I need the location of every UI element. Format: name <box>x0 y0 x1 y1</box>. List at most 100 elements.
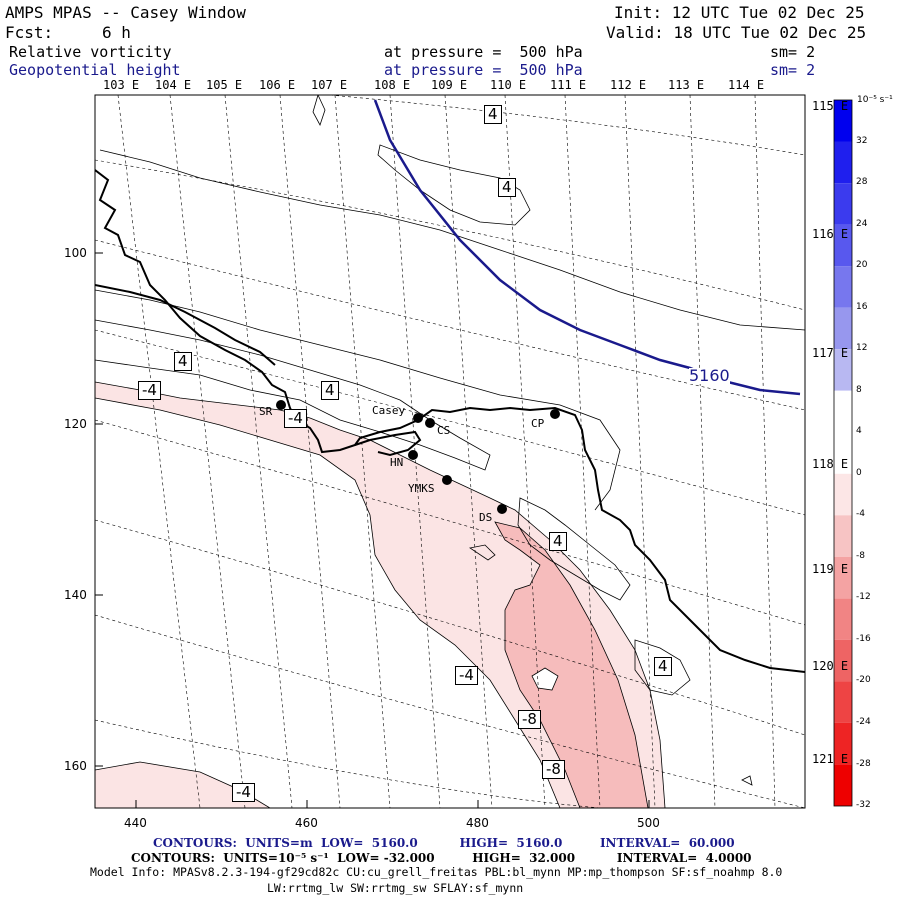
colorbar-swatch <box>834 141 852 183</box>
map-title: AMPS MPAS -- Casey Window <box>5 3 246 22</box>
station-label-cp: CP <box>531 417 545 430</box>
field1-name: Relative vorticity <box>9 43 172 61</box>
colorbar-label: -12 <box>856 592 871 603</box>
valid-time: Valid: 18 UTC Tue 02 Dec 25 <box>606 23 867 42</box>
vorticity-contours <box>95 95 805 786</box>
colorbar-label: 0 <box>856 467 862 478</box>
colorbar-swatch <box>834 307 852 350</box>
colorbar-swatch <box>834 764 852 806</box>
field2-name: Geopotential height <box>9 61 181 79</box>
height-label-5160: 5160 <box>689 366 730 385</box>
colorbar-swatch <box>834 556 852 599</box>
station-label-casey: Casey <box>372 404 406 417</box>
station-dot-ds <box>497 504 507 514</box>
top-lon-label: 108 E <box>374 78 411 92</box>
colorbar-swatch <box>834 598 852 640</box>
station-label-sr: SR <box>259 405 273 418</box>
top-lon-label: 105 E <box>206 78 243 92</box>
vorticity-contour-label: -8 <box>542 760 565 779</box>
colorbar-label: -16 <box>856 633 871 644</box>
colorbar-swatch <box>834 681 852 723</box>
station-label-ymks: YMKS <box>408 482 435 495</box>
top-lon-label: 112 E <box>610 78 647 92</box>
station-dot-cp <box>550 409 560 419</box>
colorbar-label: 16 <box>856 301 868 312</box>
x-tick-label: 500 <box>637 816 660 830</box>
init-time: Init: 12 UTC Tue 02 Dec 25 <box>614 3 865 22</box>
colorbar-label: 32 <box>856 135 868 146</box>
forecast-label: Fcst: <box>5 23 54 42</box>
field1-sm: sm= 2 <box>770 43 816 61</box>
top-lon-label: 103 E <box>103 78 140 92</box>
colorbar <box>833 99 853 807</box>
latitude-gridlines <box>95 95 805 808</box>
top-lon-label: 111 E <box>550 78 587 92</box>
station-dot-hn <box>408 450 418 460</box>
map-frame <box>94 94 806 809</box>
top-lon-label: 107 E <box>311 78 348 92</box>
footer-physics: LW:rrtmg_lw SW:rrtmg_sw SFLAY:sf_mynn <box>267 881 524 895</box>
vorticity-contour-label: -4 <box>138 381 161 400</box>
right-lon-label: 119 E <box>812 562 849 576</box>
top-lon-label: 106 E <box>259 78 296 92</box>
right-lon-label: 118 E <box>812 457 849 471</box>
footer-vorticity-contours: CONTOURS: UNITS=10⁻⁵ s⁻¹ LOW= -32.000 HI… <box>131 851 752 865</box>
longitude-gridlines <box>117 95 776 808</box>
top-lon-label: 109 E <box>431 78 468 92</box>
top-lon-label: 104 E <box>155 78 192 92</box>
station-label-hn: HN <box>390 456 404 469</box>
colorbar-label: -20 <box>856 675 871 686</box>
vorticity-contour-label: -8 <box>518 710 541 729</box>
colorbar-swatch <box>834 266 852 308</box>
vorticity-contour-label: 4 <box>174 352 192 371</box>
colorbar-swatch <box>834 722 852 765</box>
y-tick-label: 120 <box>64 417 87 431</box>
right-lon-label: 120 E <box>812 659 849 673</box>
colorbar-label: 20 <box>856 260 868 271</box>
vorticity-fill-negative-4 <box>95 381 666 808</box>
vorticity-contour-label: 4 <box>321 381 339 400</box>
y-tick-label: 100 <box>64 246 87 260</box>
station-dot-ymks <box>442 475 452 485</box>
colorbar-swatch <box>834 100 852 142</box>
x-tick-label: 480 <box>466 816 489 830</box>
x-tick-label: 440 <box>124 816 147 830</box>
colorbar-label: 8 <box>856 384 862 395</box>
field1-level: at pressure = 500 hPa <box>384 43 583 61</box>
colorbar-unit: 10⁻⁵ s⁻¹ <box>857 95 893 105</box>
footer-height-contours: CONTOURS: UNITS=m LOW= 5160.0 HIGH= 5160… <box>153 836 735 850</box>
vorticity-contour-label: -4 <box>284 409 307 428</box>
top-lon-label: 114 E <box>728 78 765 92</box>
colorbar-swatch <box>834 432 852 474</box>
colorbar-label: -28 <box>856 758 871 769</box>
colorbar-label: -32 <box>856 800 871 810</box>
y-tick-label: 140 <box>64 588 87 602</box>
station-markers <box>276 400 560 514</box>
station-label-cs: CS <box>437 424 451 437</box>
colorbar-label: -4 <box>856 509 865 520</box>
vorticity-contour-label: -4 <box>232 783 255 802</box>
top-lon-label: 113 E <box>668 78 705 92</box>
field2-sm: sm= 2 <box>770 61 816 79</box>
colorbar-label: 24 <box>856 218 868 229</box>
colorbar-label: 12 <box>856 343 868 354</box>
forecast-value: 6 h <box>102 23 131 42</box>
x-tick-label: 460 <box>295 816 318 830</box>
top-lon-label: 110 E <box>490 78 527 92</box>
colorbar-label: -8 <box>856 550 865 561</box>
colorbar-swatch <box>834 183 852 225</box>
right-lon-label: 116 E <box>812 227 849 241</box>
footer-model-info: Model Info: MPASv8.2.3-194-gf29cd82c CU:… <box>90 865 783 879</box>
colorbar-swatch <box>834 473 852 516</box>
vorticity-contour-label: 4 <box>498 178 516 197</box>
station-label-ds: DS <box>479 511 493 524</box>
colorbar-swatch <box>834 224 852 267</box>
vorticity-contour-label: 4 <box>654 657 672 676</box>
colorbar-label: -24 <box>856 716 871 727</box>
colorbar-swatch <box>834 639 852 682</box>
vorticity-contour-label: 4 <box>484 105 502 124</box>
field2-level: at pressure = 500 hPa <box>384 61 583 79</box>
coastline <box>95 169 805 673</box>
right-lon-label: 117 E <box>812 346 849 360</box>
